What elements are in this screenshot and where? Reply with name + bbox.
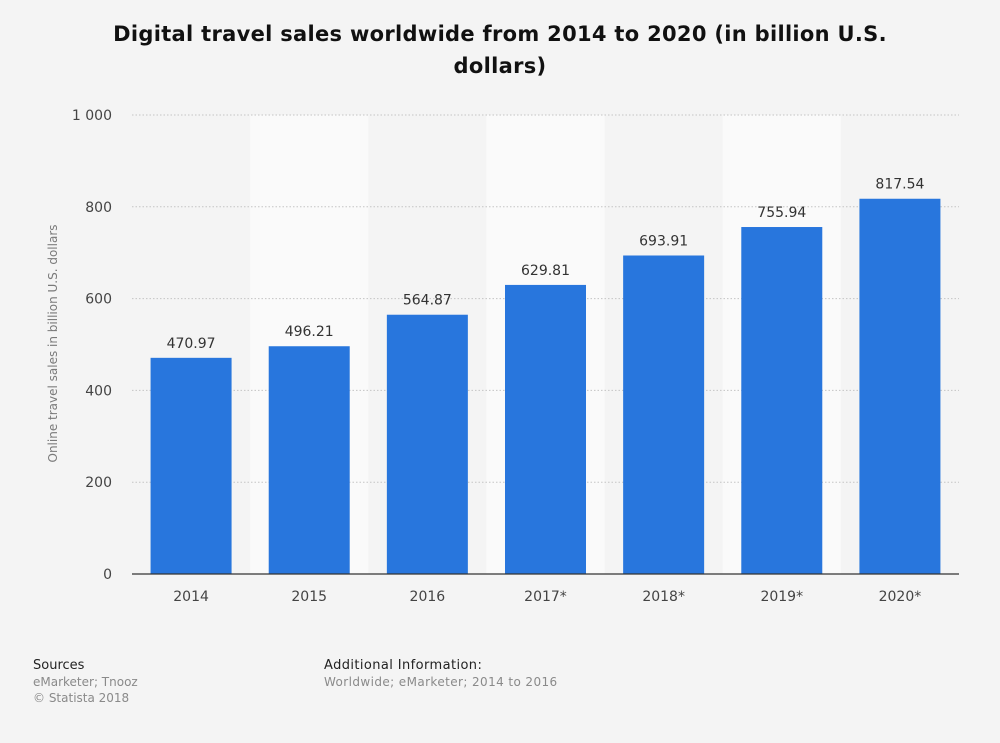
copyright-text: © Statista 2018 (33, 691, 130, 705)
x-tick-label: 2014 (173, 589, 209, 605)
y-tick-label: 0 (103, 567, 112, 583)
y-axis-title: Online travel sales in billion U.S. doll… (46, 224, 60, 462)
bar-value-label: 496.21 (285, 324, 334, 340)
chart-title: Digital travel sales worldwide from 2014… (113, 22, 887, 78)
additional-info-heading: Additional Information: (324, 658, 483, 673)
bar-value-label: 470.97 (167, 336, 216, 352)
x-tick-label: 2015 (291, 589, 327, 605)
bar (859, 198, 941, 574)
bar-value-label: 693.91 (639, 233, 688, 249)
sources-block: Sources eMarketer; Tnooz © Statista 2018 (33, 657, 138, 706)
x-tick-label: 2016 (410, 589, 446, 605)
x-tick-label: 2018* (642, 589, 685, 605)
x-tick-label: 2017* (524, 589, 567, 605)
bar-value-label: 564.87 (403, 293, 452, 309)
bar-value-label: 817.54 (875, 177, 924, 193)
x-tick-label: 2019* (760, 589, 803, 605)
additional-info-block: Additional Information: Worldwide; eMark… (324, 657, 558, 690)
bar-value-label: 755.94 (757, 205, 806, 221)
bar (505, 284, 586, 574)
sources-heading: Sources (33, 658, 85, 673)
bar (623, 255, 705, 575)
y-tick-label: 400 (85, 383, 112, 399)
y-tick-label: 800 (85, 200, 112, 216)
y-tick-label: 600 (85, 292, 112, 308)
bar (268, 346, 350, 574)
x-tick-label: 2020* (879, 589, 922, 605)
bar-value-label: 629.81 (521, 263, 570, 279)
bar (741, 227, 823, 574)
y-tick-label: 1 000 (72, 108, 112, 124)
y-tick-label: 200 (85, 475, 112, 491)
bar (150, 357, 232, 574)
bar (386, 314, 468, 574)
sources-text: eMarketer; Tnooz (33, 675, 138, 689)
additional-info-text: Worldwide; eMarketer; 2014 to 2016 (324, 675, 558, 689)
